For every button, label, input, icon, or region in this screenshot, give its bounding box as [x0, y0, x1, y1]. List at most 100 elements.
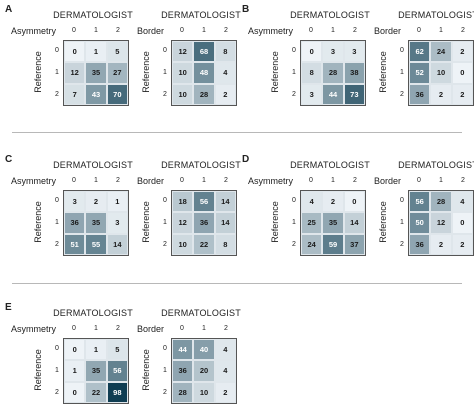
matrix-cell: 35 — [322, 212, 344, 234]
matrix-cell: 1 — [85, 41, 107, 63]
matrix-title: DERMATOLOGIST — [398, 10, 474, 20]
matrix-grid: 44 40 4 36 20 4 28 10 2 — [171, 338, 237, 404]
matrix-cell: 8 — [214, 41, 236, 63]
matrix-cell: 2 — [430, 83, 452, 105]
matrix-cell: 59 — [322, 233, 344, 255]
x-tick-label: 1 — [94, 177, 98, 184]
x-axis-label: Asymmetry — [11, 324, 56, 334]
matrix-cell: 73 — [343, 83, 365, 105]
x-tick-label: 2 — [353, 177, 357, 184]
matrix-cell: 0 — [451, 212, 473, 234]
matrix-cell: 36 — [193, 212, 215, 234]
x-tick-label: 1 — [202, 27, 206, 34]
x-axis-label: Border — [136, 324, 164, 334]
matrix-title: DERMATOLOGIST — [398, 160, 474, 170]
matrix-cell: 1 — [85, 339, 107, 361]
y-tick-label: 2 — [292, 241, 296, 248]
matrix-cell: 36 — [64, 212, 86, 234]
matrix-cell: 62 — [409, 41, 431, 63]
matrix-cell: 0 — [301, 41, 323, 63]
matrix-cell: 0 — [343, 191, 365, 213]
y-tick-label: 2 — [55, 91, 59, 98]
matrix-grid: 3 2 1 36 35 3 51 55 14 — [63, 190, 129, 256]
matrix-cell: 18 — [172, 191, 194, 213]
x-tick-label: 1 — [94, 27, 98, 34]
y-tick-label: 1 — [292, 69, 296, 76]
matrix-cell: 4 — [214, 360, 236, 382]
matrix-cell: 43 — [85, 83, 107, 105]
matrix-grid: 12 68 8 10 48 4 10 28 2 — [171, 40, 237, 106]
matrix-cell: 3 — [64, 191, 86, 213]
matrix-cell: 14 — [214, 212, 236, 234]
panel-letter: E — [5, 302, 12, 313]
matrix-title: DERMATOLOGIST — [53, 10, 133, 20]
matrix-grid: 4 2 0 25 35 14 24 59 37 — [300, 190, 366, 256]
y-tick-label: 1 — [292, 219, 296, 226]
x-tick-label: 1 — [439, 27, 443, 34]
matrix-cell: 2 — [451, 233, 473, 255]
matrix-cell: 14 — [343, 212, 365, 234]
matrix-cell: 3 — [301, 83, 323, 105]
matrix-cell: 28 — [430, 191, 452, 213]
matrix-cell: 50 — [409, 212, 431, 234]
matrix-cell: 2 — [451, 41, 473, 63]
x-tick-label: 0 — [417, 177, 421, 184]
x-axis-label: Asymmetry — [11, 176, 56, 186]
y-axis-label: Reference — [378, 51, 388, 93]
matrix-cell: 44 — [322, 83, 344, 105]
y-tick-label: 0 — [55, 47, 59, 54]
y-tick-label: 2 — [400, 241, 404, 248]
matrix-cell: 22 — [193, 233, 215, 255]
x-tick-label: 2 — [224, 325, 228, 332]
y-tick-label: 1 — [400, 219, 404, 226]
y-axis-label: Reference — [270, 201, 280, 243]
x-tick-label: 2 — [461, 27, 465, 34]
x-axis-label: Border — [373, 26, 401, 36]
matrix-cell: 14 — [106, 233, 128, 255]
matrix-cell: 5 — [106, 339, 128, 361]
y-tick-label: 0 — [55, 197, 59, 204]
confusion-matrix: DERMATOLOGIST Asymmetry 0 0 1 1 2 2 Reference 0 1 5… — [11, 308, 133, 408]
confusion-matrix: DERMATOLOGIST Border 0 0 1 1 2 2 Reference 62 24 2 5… — [373, 10, 474, 110]
y-tick-label: 2 — [55, 389, 59, 396]
matrix-cell: 12 — [430, 212, 452, 234]
x-axis-label: Asymmetry — [248, 26, 293, 36]
matrix-cell: 3 — [322, 41, 344, 63]
x-tick-label: 1 — [202, 325, 206, 332]
x-tick-label: 0 — [309, 177, 313, 184]
matrix-cell: 3 — [343, 41, 365, 63]
x-tick-label: 0 — [72, 177, 76, 184]
y-tick-label: 0 — [400, 197, 404, 204]
matrix-cell: 4 — [214, 62, 236, 84]
matrix-cell: 7 — [64, 83, 86, 105]
matrix-cell: 25 — [301, 212, 323, 234]
confusion-matrix: DERMATOLOGIST Asymmetry 0 0 1 1 2 2 Reference 3 2 1… — [11, 160, 133, 260]
matrix-cell: 2 — [322, 191, 344, 213]
matrix-cell: 56 — [106, 360, 128, 382]
y-tick-label: 1 — [163, 367, 167, 374]
x-tick-label: 1 — [94, 325, 98, 332]
matrix-cell: 24 — [301, 233, 323, 255]
matrix-cell: 68 — [193, 41, 215, 63]
x-tick-label: 1 — [439, 177, 443, 184]
matrix-cell: 55 — [85, 233, 107, 255]
matrix-cell: 4 — [451, 191, 473, 213]
confusion-matrix: DERMATOLOGIST Asymmetry 0 0 1 1 2 2 Reference 0 3 3… — [248, 10, 370, 110]
x-axis-label: Border — [136, 176, 164, 186]
matrix-cell: 10 — [172, 62, 194, 84]
matrix-cell: 20 — [193, 360, 215, 382]
y-axis-label: Reference — [141, 349, 151, 391]
panel-letter: A — [5, 4, 13, 15]
confusion-matrix: DERMATOLOGIST Border 0 0 1 1 2 2 Reference 56 28 4 5… — [373, 160, 474, 260]
matrix-title: DERMATOLOGIST — [53, 308, 133, 318]
section-divider — [12, 283, 462, 284]
matrix-cell: 1 — [106, 191, 128, 213]
matrix-cell: 38 — [343, 62, 365, 84]
x-axis-label: Asymmetry — [11, 26, 56, 36]
matrix-cell: 3 — [106, 212, 128, 234]
y-tick-label: 1 — [55, 69, 59, 76]
matrix-cell: 0 — [64, 339, 86, 361]
matrix-title: DERMATOLOGIST — [290, 160, 370, 170]
y-tick-label: 1 — [163, 69, 167, 76]
x-tick-label: 0 — [180, 177, 184, 184]
